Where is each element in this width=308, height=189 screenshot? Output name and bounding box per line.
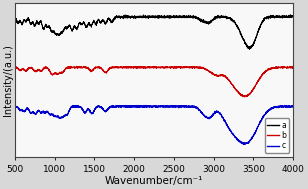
- c: [135, 104, 139, 106]
- a: [132, 16, 136, 18]
- a: [145, 16, 149, 19]
- Line: a: a: [15, 15, 293, 50]
- c: [130, 105, 134, 108]
- c: [291, 105, 295, 108]
- c: [13, 105, 17, 108]
- Line: c: c: [15, 105, 293, 144]
- c: [132, 105, 136, 108]
- c: [145, 105, 149, 108]
- a: [291, 15, 295, 17]
- Y-axis label: Intensity/(a.u.): Intensity/(a.u.): [3, 44, 14, 116]
- a: [248, 48, 251, 51]
- a: [269, 16, 273, 18]
- Line: b: b: [15, 66, 293, 97]
- X-axis label: Wavenumber/cm⁻¹: Wavenumber/cm⁻¹: [105, 176, 203, 186]
- c: [242, 143, 246, 145]
- b: [291, 66, 295, 68]
- c: [283, 105, 286, 107]
- b: [13, 66, 17, 68]
- c: [269, 108, 273, 110]
- b: [283, 66, 286, 68]
- a: [13, 15, 17, 18]
- b: [242, 96, 246, 98]
- b: [145, 67, 149, 69]
- a: [215, 16, 219, 18]
- Legend: a, b, c: a, b, c: [265, 118, 289, 153]
- b: [172, 65, 176, 67]
- a: [289, 13, 293, 16]
- c: [215, 111, 219, 113]
- b: [132, 66, 136, 69]
- a: [283, 15, 286, 17]
- a: [130, 16, 134, 18]
- b: [130, 66, 134, 68]
- b: [215, 74, 219, 77]
- b: [269, 67, 273, 69]
